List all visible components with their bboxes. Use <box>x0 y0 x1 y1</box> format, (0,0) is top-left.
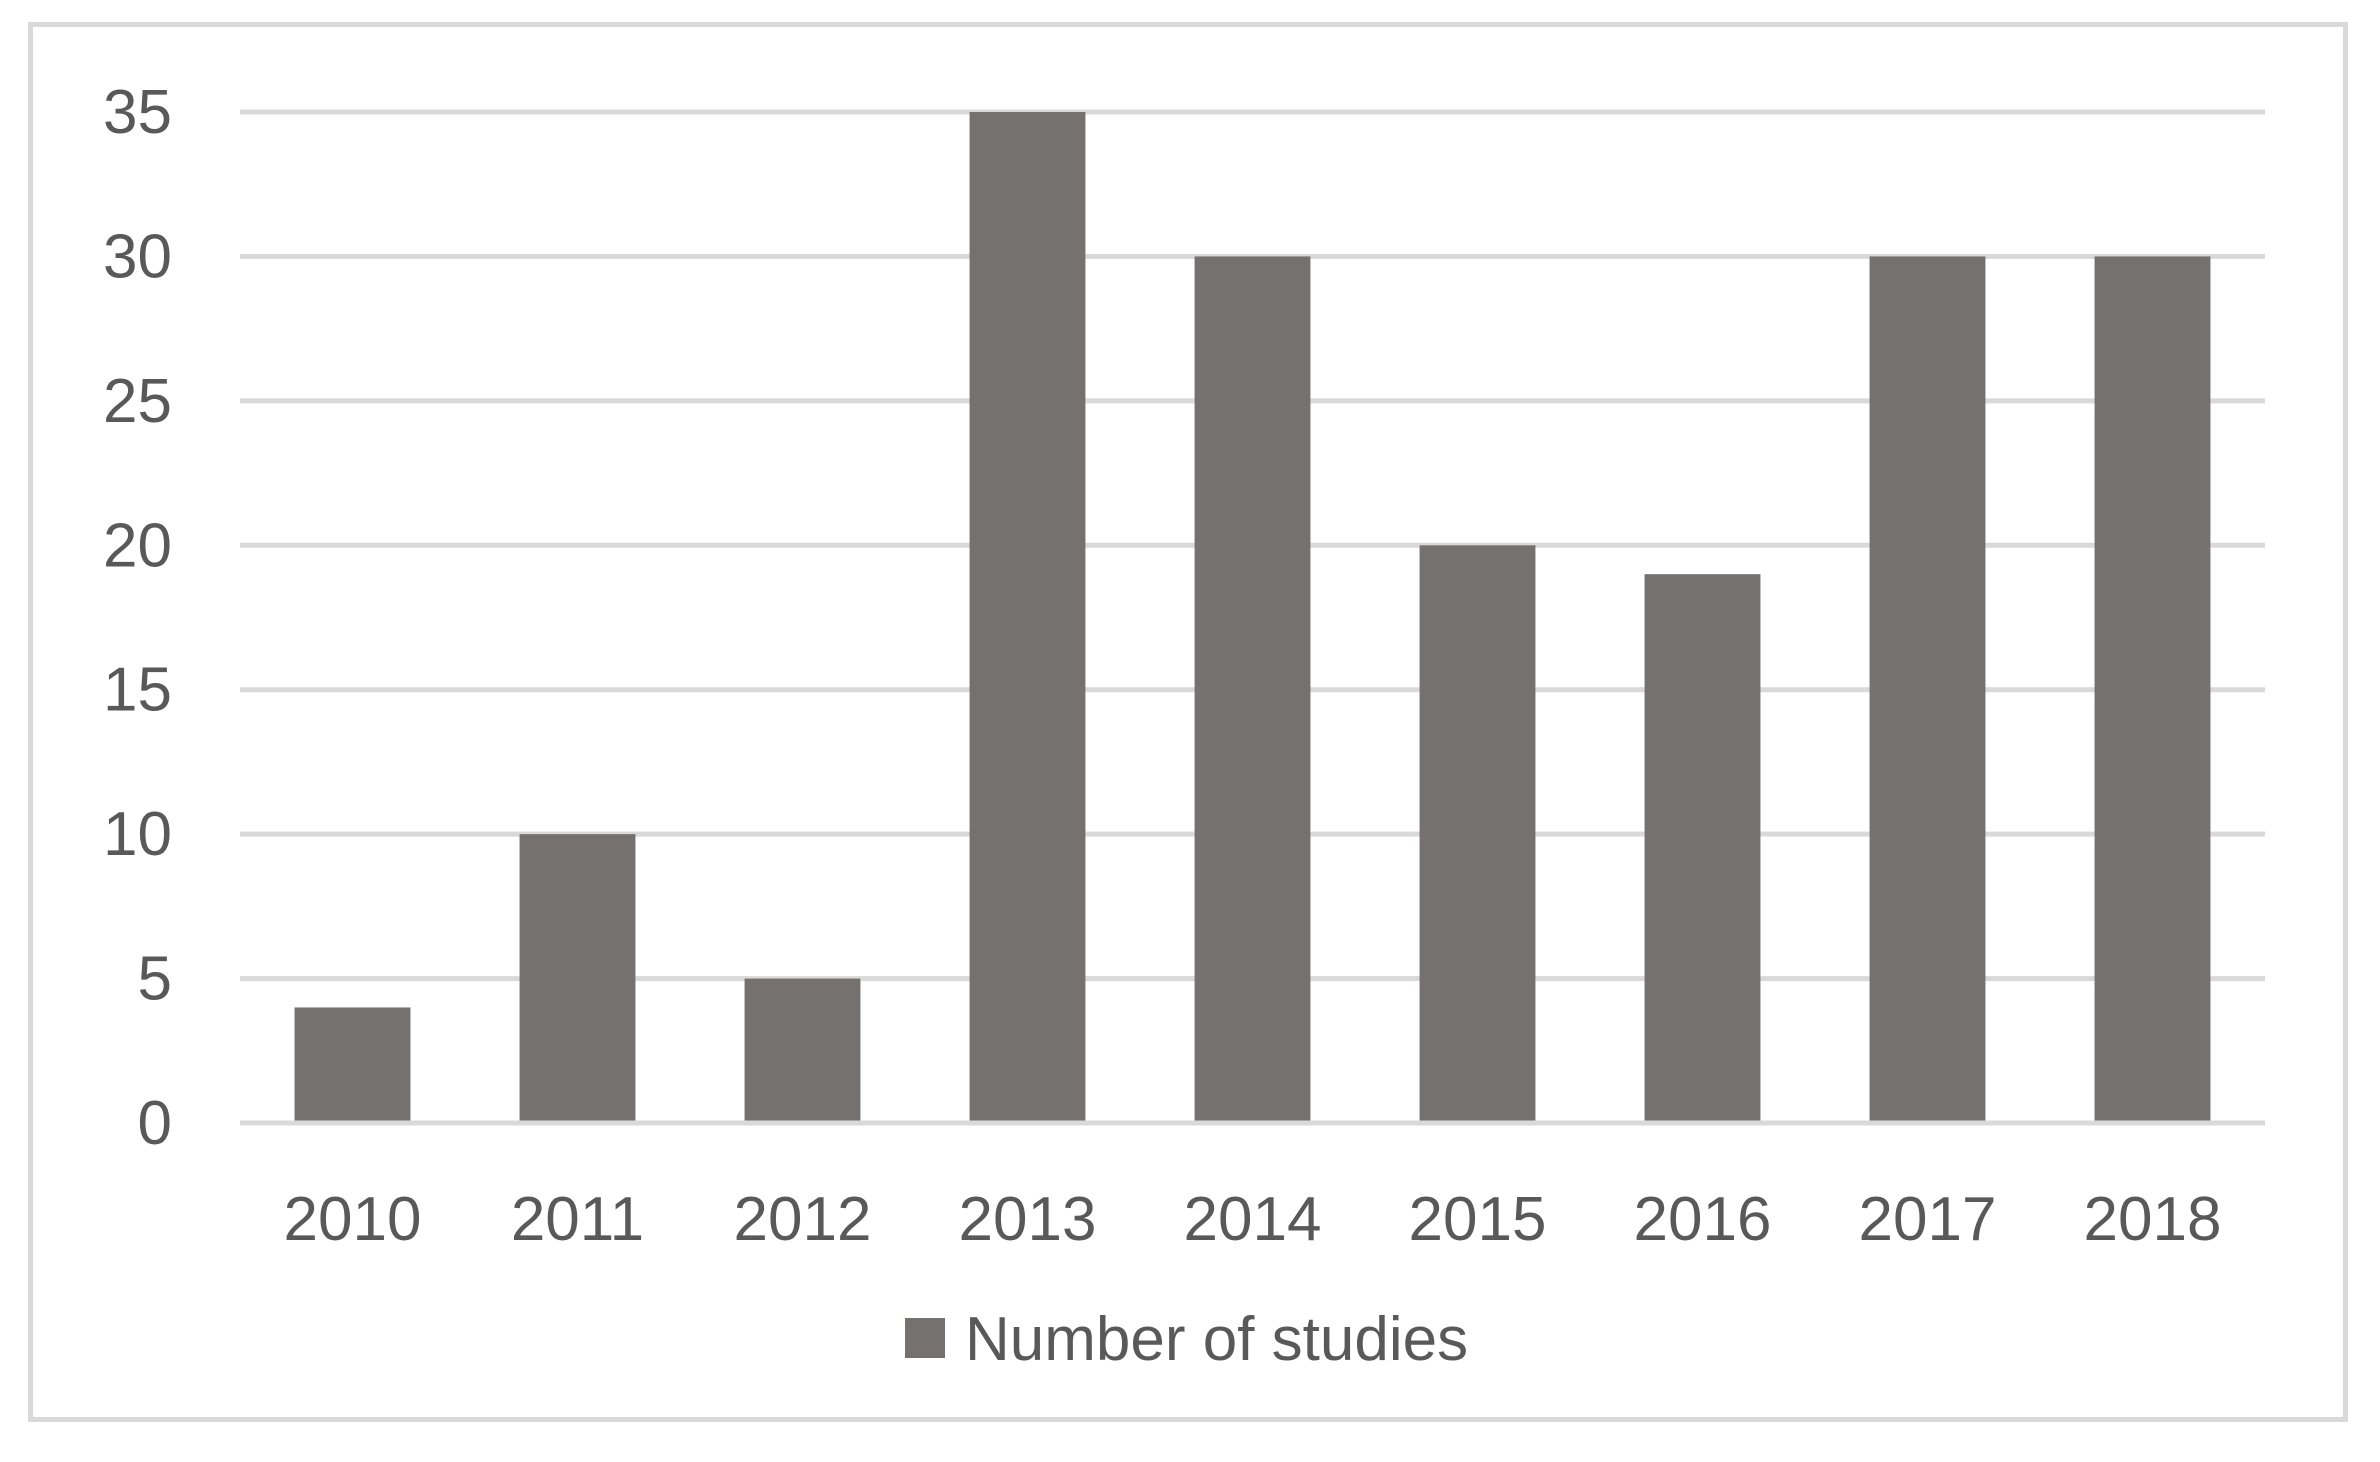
legend: Number of studies <box>905 1305 1468 1374</box>
y-tick-label: 15 <box>103 656 172 725</box>
x-tick-label: 2010 <box>284 1185 422 1254</box>
y-tick-label: 35 <box>103 78 172 147</box>
y-axis-ticks: 0 5 10 15 20 25 30 35 <box>103 78 172 1158</box>
bar-2013 <box>969 112 1086 1123</box>
y-tick-label: 20 <box>103 511 172 580</box>
y-tick-label: 5 <box>138 945 172 1014</box>
x-tick-label: 2014 <box>1184 1185 1322 1254</box>
bar-2010 <box>294 1007 411 1123</box>
y-tick-label: 25 <box>103 367 172 436</box>
y-tick-label: 0 <box>138 1089 172 1158</box>
legend-swatch <box>905 1318 945 1358</box>
bars <box>240 112 2265 1126</box>
bar-2016 <box>1644 574 1761 1123</box>
x-tick-label: 2011 <box>511 1185 644 1254</box>
x-tick-label: 2017 <box>1859 1185 1997 1254</box>
bar-2018 <box>2094 256 2211 1123</box>
y-tick-label: 30 <box>103 222 172 291</box>
legend-label: Number of studies <box>965 1305 1468 1374</box>
x-axis-ticks: 2010 2011 2012 2013 2014 2015 2016 2017 2018 <box>284 1185 2222 1254</box>
x-tick-label: 2015 <box>1409 1185 1547 1254</box>
bar-2012 <box>744 978 861 1123</box>
bar-2011 <box>519 834 636 1123</box>
x-tick-label: 2018 <box>2084 1185 2222 1254</box>
bar-2014 <box>1194 256 1311 1123</box>
x-tick-label: 2016 <box>1634 1185 1772 1254</box>
bar-2017 <box>1869 256 1986 1123</box>
x-tick-label: 2012 <box>734 1185 872 1254</box>
y-tick-label: 10 <box>103 800 172 869</box>
x-tick-label: 2013 <box>959 1185 1097 1254</box>
bar-2015 <box>1419 545 1536 1123</box>
